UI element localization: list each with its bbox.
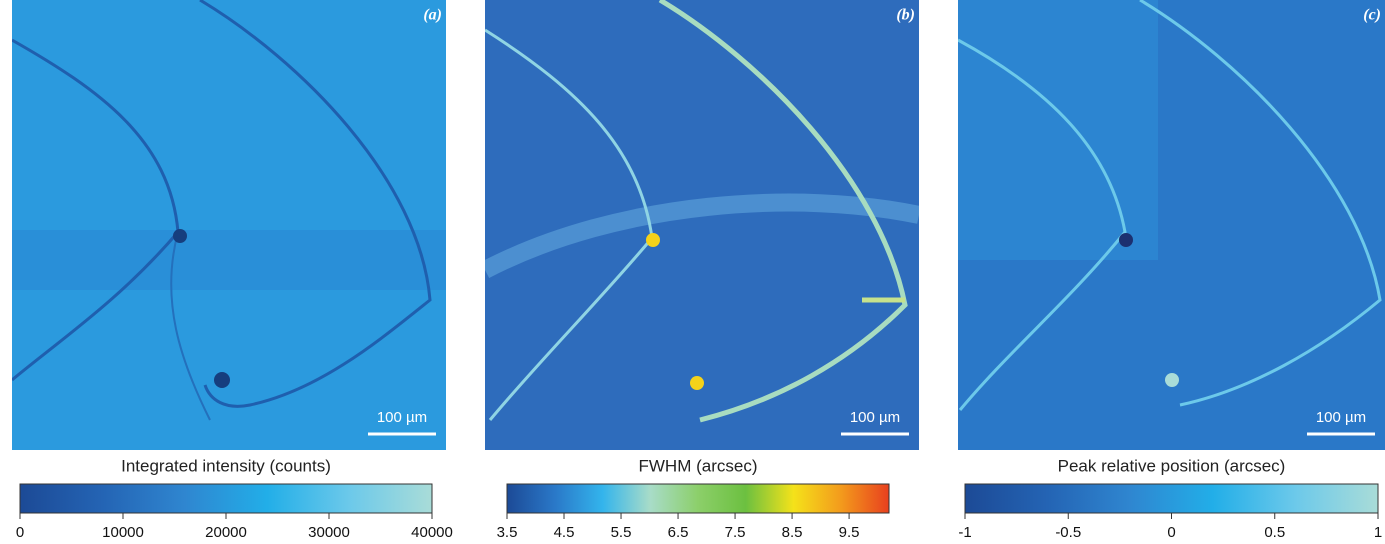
- image-b: [485, 0, 919, 450]
- colorbar-label: FWHM (arcsec): [639, 456, 758, 475]
- colorbar: [965, 484, 1378, 513]
- panel-label: (a): [423, 7, 442, 24]
- scale-bar-label: 100 µm: [850, 409, 900, 426]
- colorbar: [20, 484, 432, 513]
- tick-label: 1: [1374, 524, 1382, 541]
- image-c: [958, 0, 1385, 450]
- tick-label: 30000: [308, 524, 350, 541]
- tick-label: 5.5: [611, 524, 632, 541]
- tick-label: 0: [16, 524, 24, 541]
- tick-label: 0.5: [1264, 524, 1285, 541]
- tick-label: -1: [958, 524, 971, 541]
- tick-label: 20000: [205, 524, 247, 541]
- tick-label: -0.5: [1055, 524, 1081, 541]
- tick-label: 0: [1167, 524, 1175, 541]
- tick-label: 8.5: [782, 524, 803, 541]
- tick-label: 40000: [411, 524, 453, 541]
- figure: (a) 100 µm Integrated intensity (counts) 0 1…: [0, 0, 1385, 544]
- tick-label: 6.5: [668, 524, 689, 541]
- colorbar-label: Peak relative position (arcsec): [1058, 456, 1286, 475]
- tick-label: 9.5: [839, 524, 860, 541]
- image-a: [12, 0, 446, 450]
- colorbar-label: Integrated intensity (counts): [121, 456, 331, 475]
- panel-label: (b): [896, 7, 915, 24]
- panel-label: (c): [1363, 7, 1381, 24]
- tick-label: 3.5: [497, 524, 518, 541]
- tick-label: 7.5: [725, 524, 746, 541]
- tick-label: 4.5: [554, 524, 575, 541]
- scale-bar-label: 100 µm: [377, 409, 427, 426]
- scale-bar-label: 100 µm: [1316, 409, 1366, 426]
- tick-label: 10000: [102, 524, 144, 541]
- colorbar: [507, 484, 889, 513]
